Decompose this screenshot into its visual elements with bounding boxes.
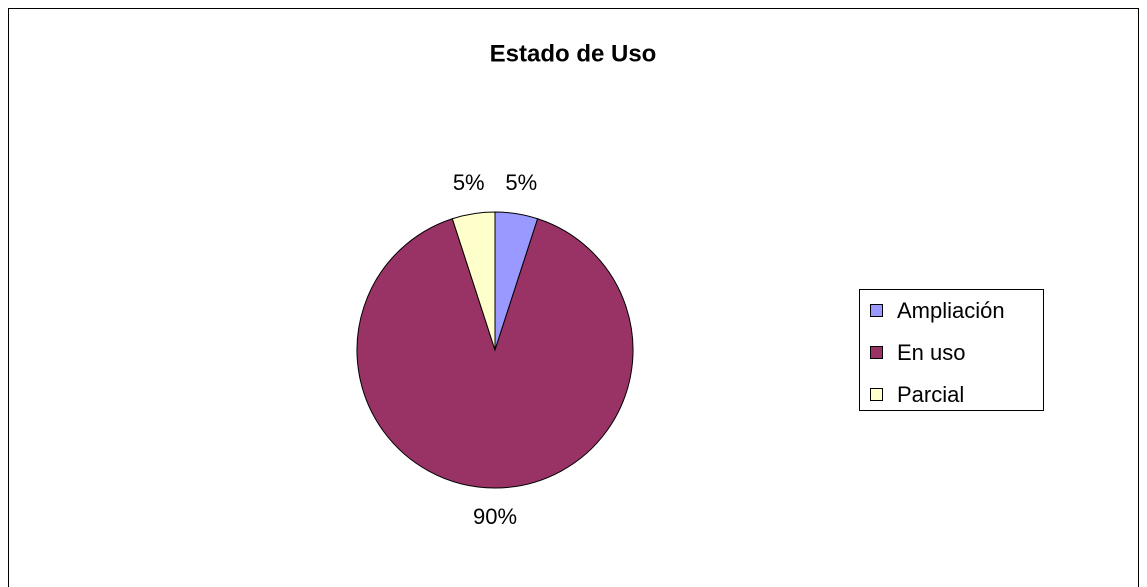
legend-box [859, 289, 1044, 411]
legend-label: Parcial [897, 382, 964, 407]
legend-swatch [870, 346, 883, 359]
data-label: 5% [453, 170, 485, 195]
data-label: 90% [473, 504, 517, 529]
legend-label: Ampliación [897, 298, 1005, 323]
legend-swatch [870, 304, 883, 317]
pie-slice [356, 218, 634, 489]
legend-swatch [870, 388, 883, 401]
chart-title: Estado de Uso [490, 40, 657, 67]
legend-label: En uso [897, 340, 966, 365]
data-label: 5% [505, 170, 537, 195]
pie-slice [451, 211, 496, 351]
